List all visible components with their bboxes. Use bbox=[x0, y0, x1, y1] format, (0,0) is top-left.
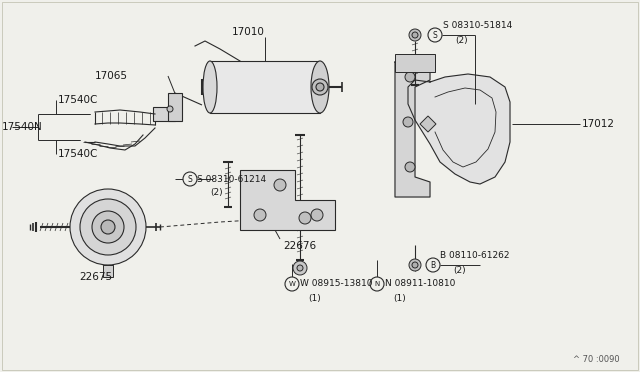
Circle shape bbox=[409, 29, 421, 41]
Circle shape bbox=[311, 209, 323, 221]
Ellipse shape bbox=[203, 61, 217, 113]
Text: N: N bbox=[374, 281, 380, 287]
Circle shape bbox=[412, 32, 418, 38]
Text: B 08110-61262: B 08110-61262 bbox=[440, 250, 509, 260]
Circle shape bbox=[80, 199, 136, 255]
Circle shape bbox=[312, 79, 328, 95]
Text: S: S bbox=[433, 31, 437, 39]
Circle shape bbox=[297, 265, 303, 271]
Circle shape bbox=[405, 72, 415, 82]
Circle shape bbox=[285, 277, 299, 291]
Text: 17540C: 17540C bbox=[58, 149, 99, 159]
Circle shape bbox=[403, 117, 413, 127]
Text: 17540C: 17540C bbox=[58, 95, 99, 105]
Polygon shape bbox=[408, 74, 510, 184]
Circle shape bbox=[409, 259, 421, 271]
Circle shape bbox=[426, 258, 440, 272]
Circle shape bbox=[316, 83, 324, 91]
Text: (2): (2) bbox=[453, 266, 466, 276]
Circle shape bbox=[293, 261, 307, 275]
Text: (2): (2) bbox=[455, 36, 468, 45]
FancyBboxPatch shape bbox=[210, 61, 320, 113]
Circle shape bbox=[274, 179, 286, 191]
Circle shape bbox=[167, 106, 173, 112]
Ellipse shape bbox=[311, 61, 329, 113]
Text: (2): (2) bbox=[210, 187, 223, 196]
Text: (1): (1) bbox=[308, 294, 321, 302]
FancyBboxPatch shape bbox=[168, 93, 182, 121]
Circle shape bbox=[183, 172, 197, 186]
Text: W 08915-13810: W 08915-13810 bbox=[300, 279, 372, 289]
Circle shape bbox=[254, 209, 266, 221]
Polygon shape bbox=[420, 116, 436, 132]
Text: 17012: 17012 bbox=[582, 119, 615, 129]
Text: 17010: 17010 bbox=[232, 27, 264, 37]
Text: S 08310-61214: S 08310-61214 bbox=[197, 174, 266, 183]
Text: S: S bbox=[188, 174, 193, 183]
Text: W: W bbox=[289, 281, 296, 287]
Circle shape bbox=[428, 28, 442, 42]
Text: S 08310-51814: S 08310-51814 bbox=[443, 20, 512, 29]
Text: 17065: 17065 bbox=[95, 71, 128, 81]
Circle shape bbox=[405, 162, 415, 172]
Text: B: B bbox=[431, 260, 436, 269]
Text: N 08911-10810: N 08911-10810 bbox=[385, 279, 456, 289]
FancyBboxPatch shape bbox=[395, 54, 435, 72]
Circle shape bbox=[412, 262, 418, 268]
Text: ^ 70 :0090: ^ 70 :0090 bbox=[573, 356, 620, 365]
Text: 22676: 22676 bbox=[283, 241, 316, 251]
Text: 17540N: 17540N bbox=[2, 122, 43, 132]
FancyBboxPatch shape bbox=[103, 265, 113, 277]
Circle shape bbox=[101, 220, 115, 234]
Circle shape bbox=[92, 211, 124, 243]
FancyBboxPatch shape bbox=[153, 107, 175, 121]
Circle shape bbox=[299, 212, 311, 224]
Text: (1): (1) bbox=[393, 294, 406, 302]
Polygon shape bbox=[240, 170, 335, 230]
Polygon shape bbox=[395, 62, 430, 197]
Circle shape bbox=[70, 189, 146, 265]
Text: 22675: 22675 bbox=[79, 272, 113, 282]
Circle shape bbox=[370, 277, 384, 291]
